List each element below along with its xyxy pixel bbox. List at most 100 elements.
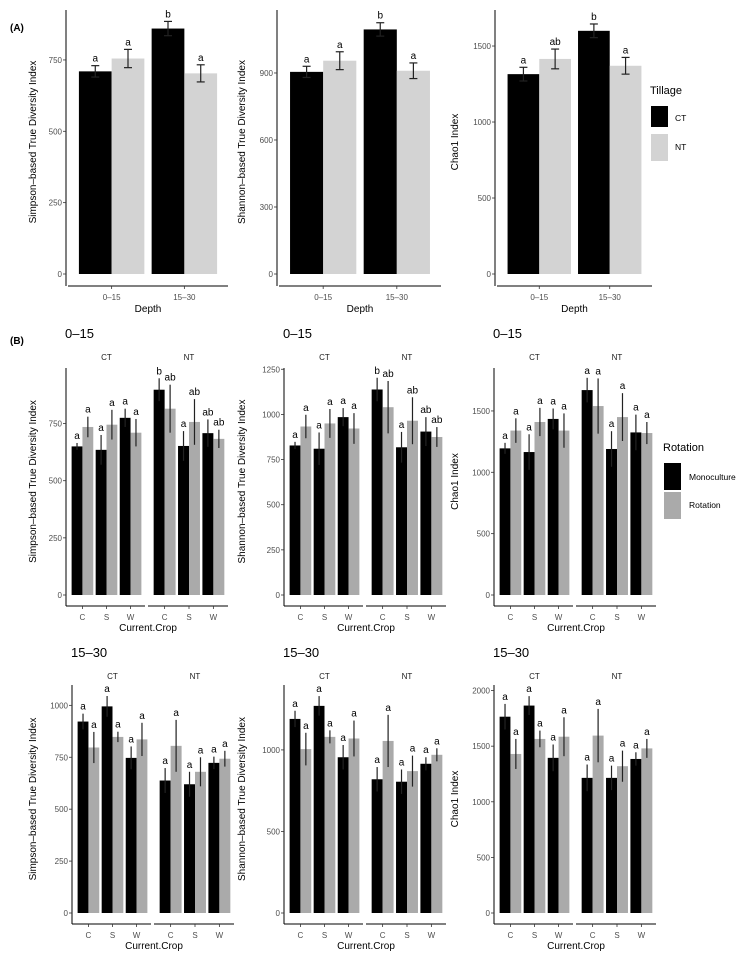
significance-letter: a [304,54,310,65]
significance-letter: a [399,420,405,431]
chart-panel-1: 0 300 600 900 Shannon–based True Diversity I… [237,10,441,315]
y-tick-label: 250 [49,534,63,543]
significance-letter: a [550,733,556,744]
bar-rotation [112,736,124,913]
bar-monoculture [313,448,325,595]
y-axis-title: Shannon–based True Diversity Index [237,400,248,564]
facet-strip-label: NT [402,353,413,362]
significance-letter: a [623,45,629,56]
bar-rotation [382,740,394,913]
significance-letter: a [327,397,333,408]
y-tick-label: 300 [260,203,274,212]
bar-monoculture [371,779,383,913]
significance-letter: a [595,697,601,708]
legend-tillage: Tillage CT NT [650,85,686,161]
x-tick-label: W [555,613,563,622]
significance-letter: a [109,398,115,409]
significance-letter: a [502,692,508,703]
x-tick-label: 15–30 [386,293,409,302]
bar-rotation [431,754,443,913]
bar-monoculture [337,757,349,913]
y-tick-label: 750 [49,56,63,65]
x-axis-title: Current.Crop [337,623,395,634]
significance-letter: a [139,711,145,722]
panel-title: 15–30 [71,645,107,660]
bar-monoculture [95,449,107,595]
y-tick-label: 1000 [472,798,490,807]
x-tick-label: 0–15 [314,293,332,302]
x-axis-title: Current.Crop [337,941,395,952]
bar-rotation [348,428,360,595]
bar-rotation [213,438,225,595]
significance-letter: b [165,9,171,20]
bar-monoculture [313,705,325,913]
facet-strip-label: CT [529,672,540,681]
y-tick-label: 1500 [472,407,490,416]
bar-rotation [324,423,336,595]
legend-rotation: Rotation Monoculture Rotation [663,442,736,519]
significance-letter: a [399,757,405,768]
bar-monoculture [606,777,617,913]
x-tick-label: C [380,613,386,622]
x-tick-label: S [322,931,327,940]
significance-letter: a [561,401,567,412]
significance-letter: a [526,684,532,695]
legend-tillage-title: Tillage [650,85,682,97]
bar-monoculture [184,784,195,913]
significance-letter: a [181,419,187,430]
bar-monoculture [202,433,214,595]
significance-letter: ab [407,385,419,396]
significance-letter: a [115,720,121,731]
significance-letter: a [423,745,429,756]
x-tick-label: S [532,613,537,622]
facet-strip-label: CT [101,353,112,362]
bar-rotation [592,735,604,913]
x-axis-title: Current.Crop [547,623,605,634]
bar-ct [507,74,540,274]
legend-key-rotation [664,492,681,519]
facet-strip-label: CT [529,353,540,362]
x-tick-label: C [508,613,514,622]
bar-monoculture [159,780,171,913]
y-axis-title: Simpson–based True Diversity Index [28,718,39,881]
significance-letter: a [595,366,601,377]
x-axis-title: Depth [561,304,588,315]
x-tick-label: C [298,613,304,622]
x-tick-label: W [428,931,436,940]
bar-ct [290,71,324,275]
significance-letter: a [561,705,567,716]
x-axis-title: Current.Crop [547,941,605,952]
x-tick-label: S [532,931,537,940]
significance-letter: a [292,699,298,710]
legend-label-monoculture: Monoculture [689,472,736,482]
panel-b-label: (B) [10,336,24,347]
x-tick-label: S [192,931,197,940]
legend-rotation-title: Rotation [663,442,704,454]
significance-letter: a [609,419,615,430]
significance-letter: b [156,366,162,377]
significance-letter: a [620,739,626,750]
legend-label-rotation: Rotation [689,500,721,510]
y-tick-label: 0 [276,591,281,600]
significance-letter: a [537,719,543,730]
bar-monoculture [208,762,220,913]
bar-nt [539,58,571,275]
y-tick-label: 500 [267,501,281,510]
bar-rotation [170,745,182,913]
bar-monoculture [77,721,89,913]
y-tick-label: 750 [49,420,63,429]
bar-rotation [82,426,94,595]
significance-letter: a [385,703,391,714]
significance-letter: ab [213,418,225,429]
x-tick-label: W [345,613,353,622]
significance-letter: a [104,684,110,695]
bar-rotation [407,420,418,595]
panel-title: 0–15 [65,326,94,341]
significance-letter: a [644,410,650,421]
significance-letter: ab [431,415,443,426]
significance-letter: a [198,53,204,64]
significance-letter: a [620,381,626,392]
significance-letter: a [537,396,543,407]
bar-monoculture [523,705,535,913]
